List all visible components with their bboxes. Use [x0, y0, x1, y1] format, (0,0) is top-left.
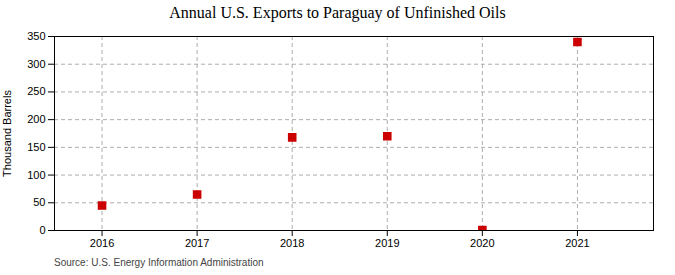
svg-text:2017: 2017 — [185, 237, 209, 249]
svg-text:2021: 2021 — [565, 237, 589, 249]
svg-text:2019: 2019 — [375, 237, 399, 249]
svg-text:100: 100 — [27, 169, 45, 181]
svg-text:2018: 2018 — [280, 237, 304, 249]
html-text:Source: U.S. Energy Informatio: Source: U.S. Energy Information Administ… — [54, 257, 264, 268]
svg-text:0: 0 — [39, 224, 45, 236]
svg-text:250: 250 — [27, 85, 45, 97]
svg-text:2020: 2020 — [470, 237, 494, 249]
svg-text:Thousand Barrels: Thousand Barrels — [1, 90, 13, 177]
svg-text:2016: 2016 — [90, 237, 114, 249]
html-text:Annual U.S. Exports to Paragua: Annual U.S. Exports to Paraguay of Unfin… — [169, 4, 506, 21]
svg-text:50: 50 — [33, 196, 45, 208]
svg-text:200: 200 — [27, 113, 45, 125]
svg-text:350: 350 — [27, 30, 45, 42]
svg-text:300: 300 — [27, 58, 45, 70]
svg-text:150: 150 — [27, 141, 45, 153]
